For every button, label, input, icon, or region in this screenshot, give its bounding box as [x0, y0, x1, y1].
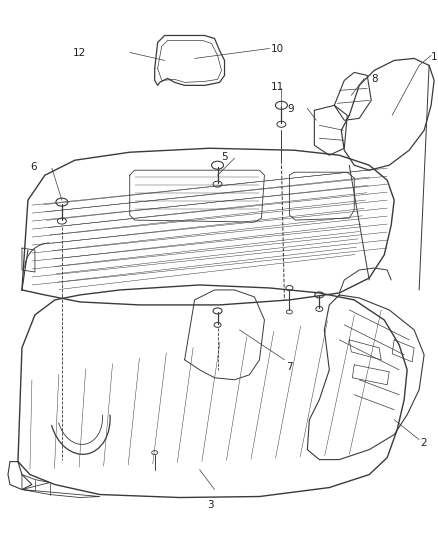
Text: 12: 12 — [73, 49, 86, 59]
Text: 1: 1 — [431, 52, 438, 62]
Text: 5: 5 — [221, 152, 228, 162]
Text: 7: 7 — [286, 362, 293, 372]
Text: 8: 8 — [371, 75, 378, 84]
Text: 2: 2 — [420, 438, 427, 448]
Text: 9: 9 — [288, 104, 294, 115]
Text: 11: 11 — [271, 83, 284, 92]
Text: 10: 10 — [270, 44, 283, 54]
Text: 6: 6 — [30, 162, 36, 172]
Text: 3: 3 — [208, 499, 214, 510]
